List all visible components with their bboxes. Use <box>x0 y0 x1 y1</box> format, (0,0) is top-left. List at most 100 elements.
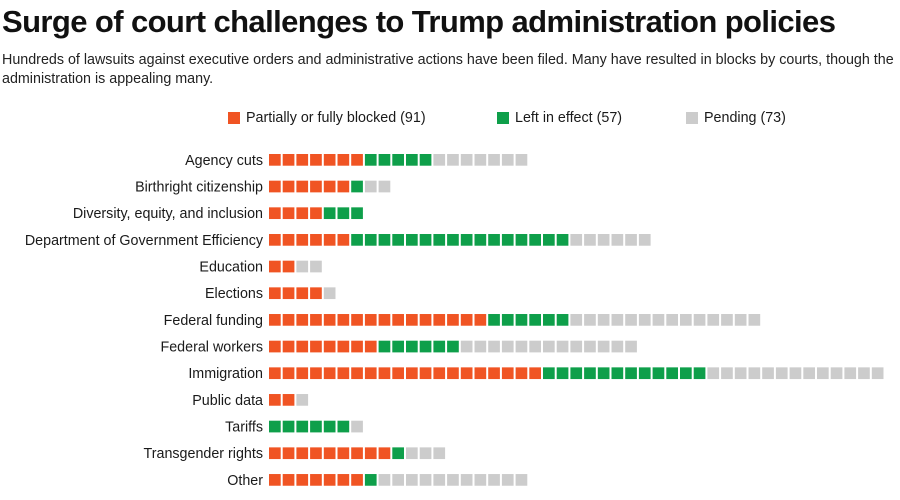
unit-square-pending <box>488 474 500 486</box>
unit-square-left-in-effect <box>693 367 706 380</box>
unit-square-blocked <box>337 474 350 486</box>
unit-square-pending <box>460 340 473 353</box>
unit-square-left-in-effect <box>652 367 665 380</box>
unit-square-blocked <box>323 234 336 246</box>
unit-square-blocked <box>337 234 350 246</box>
unit-square-pending <box>625 234 637 246</box>
unit-square-pending <box>364 180 377 193</box>
unit-square-left-in-effect <box>515 234 528 246</box>
unit-square-blocked <box>269 207 281 220</box>
unit-square-blocked <box>474 367 487 380</box>
unit-square-blocked <box>351 154 363 166</box>
legend-swatch-pending <box>686 112 698 124</box>
unit-square-pending <box>460 474 473 486</box>
unit-square-blocked <box>351 314 363 326</box>
unit-square-blocked <box>351 367 363 380</box>
unit-square-left-in-effect <box>351 207 363 220</box>
unit-square-left-in-effect <box>406 154 418 166</box>
unit-square-left-in-effect <box>392 340 404 353</box>
unit-square-pending <box>378 180 391 193</box>
unit-square-pending <box>501 154 514 166</box>
unit-square-pending <box>570 340 583 353</box>
category-label-tariffs: Tariffs <box>225 420 263 436</box>
unit-square-blocked <box>296 154 309 166</box>
legend-count-blocked: (91) <box>400 110 426 126</box>
unit-square-left-in-effect <box>419 234 432 246</box>
chart-subtitle: Hundreds of lawsuits against executive o… <box>2 52 894 87</box>
unit-square-pending <box>597 340 610 353</box>
unit-square-blocked <box>269 260 281 273</box>
unit-square-left-in-effect <box>351 234 363 246</box>
unit-square-blocked <box>529 367 541 380</box>
unit-square-blocked <box>310 180 322 193</box>
unit-square-left-in-effect <box>556 314 569 326</box>
unit-square-blocked <box>351 474 363 486</box>
unit-square-blocked <box>460 314 473 326</box>
unit-square-left-in-effect <box>543 234 555 246</box>
unit-square-left-in-effect <box>611 367 624 380</box>
unit-square-left-in-effect <box>433 340 446 353</box>
legend-count-pending: (73) <box>760 110 786 126</box>
unit-square-pending <box>666 314 678 326</box>
unit-square-left-in-effect <box>666 367 678 380</box>
unit-square-blocked <box>296 314 309 326</box>
unit-square-pending <box>378 474 391 486</box>
unit-square-left-in-effect <box>501 234 514 246</box>
unit-square-blocked <box>296 207 309 220</box>
unit-square-blocked <box>406 367 418 380</box>
unit-square-left-in-effect <box>584 367 596 380</box>
unit-square-pending <box>611 314 624 326</box>
unit-square-blocked <box>378 314 391 326</box>
unit-square-blocked <box>351 340 363 353</box>
unit-square-blocked <box>282 180 295 193</box>
unit-square-pending <box>844 367 857 380</box>
unit-square-pending <box>296 394 309 406</box>
unit-square-blocked <box>378 447 391 460</box>
unit-square-blocked <box>337 154 350 166</box>
unit-square-left-in-effect <box>597 367 610 380</box>
unit-square-left-in-effect <box>296 420 309 433</box>
unit-square-left-in-effect <box>638 367 651 380</box>
unit-square-pending <box>296 260 309 273</box>
unit-square-blocked <box>310 207 322 220</box>
unit-square-pending <box>830 367 843 380</box>
unit-square-pending <box>474 340 487 353</box>
unit-square-blocked <box>433 314 446 326</box>
unit-square-blocked <box>310 287 322 300</box>
unit-square-blocked <box>323 180 336 193</box>
unit-square-left-in-effect <box>310 420 322 433</box>
unit-square-blocked <box>310 154 322 166</box>
unit-square-pending <box>419 447 432 460</box>
unit-square-blocked <box>337 314 350 326</box>
legend-swatch-left-in-effect <box>497 112 509 124</box>
unit-square-left-in-effect <box>680 367 692 380</box>
category-label-agency-cuts: Agency cuts <box>185 153 263 169</box>
unit-square-blocked <box>282 394 295 406</box>
unit-square-left-in-effect <box>488 314 500 326</box>
unit-square-blocked <box>310 314 322 326</box>
unit-square-left-in-effect <box>392 154 404 166</box>
unit-square-pending <box>488 154 500 166</box>
legend-label-left-in-effect: Left in effect <box>515 110 593 126</box>
unit-square-blocked <box>364 447 377 460</box>
unit-square-blocked <box>296 340 309 353</box>
unit-square-blocked <box>269 394 281 406</box>
unit-square-blocked <box>310 447 322 460</box>
unit-square-pending <box>488 340 500 353</box>
unit-square-pending <box>570 314 583 326</box>
unit-square-left-in-effect <box>406 234 418 246</box>
unit-square-pending <box>597 234 610 246</box>
unit-square-pending <box>680 314 692 326</box>
unit-square-blocked <box>392 367 404 380</box>
unit-square-blocked <box>282 207 295 220</box>
unit-square-left-in-effect <box>419 154 432 166</box>
unit-square-blocked <box>310 367 322 380</box>
unit-square-pending <box>515 340 528 353</box>
unit-square-blocked <box>269 180 281 193</box>
unit-square-left-in-effect <box>447 340 459 353</box>
unit-square-blocked <box>323 447 336 460</box>
unit-square-pending <box>584 340 596 353</box>
unit-square-pending <box>501 340 514 353</box>
unit-square-blocked <box>269 287 281 300</box>
unit-square-blocked <box>282 287 295 300</box>
